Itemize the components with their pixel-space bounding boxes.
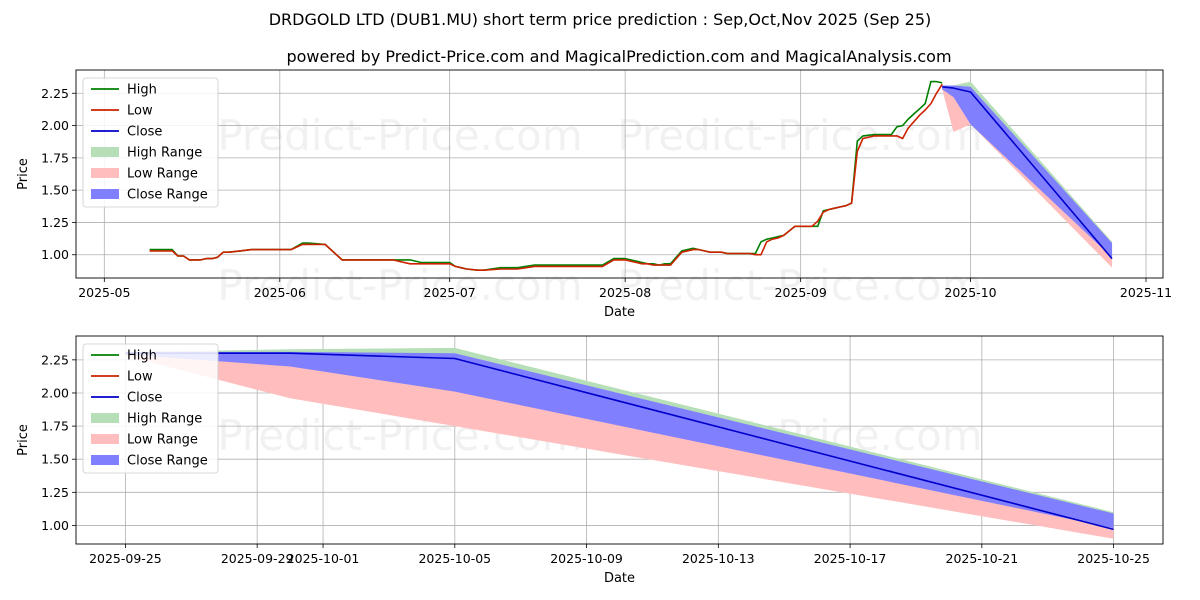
watermark-text: Predict-Price.com bbox=[617, 111, 982, 160]
x-tick-label: 2025-09-25 bbox=[89, 551, 162, 566]
plot-frame bbox=[75, 335, 1164, 545]
x-tick-label: 2025-09 bbox=[775, 285, 827, 300]
plot-frame bbox=[75, 69, 1164, 279]
x-tick-label: 2025-10-13 bbox=[682, 551, 755, 566]
legend-label: High bbox=[127, 349, 157, 364]
legend-label: High Range bbox=[127, 146, 202, 161]
close-series-line bbox=[942, 86, 1113, 260]
y-tick-label: 1.25 bbox=[41, 485, 69, 500]
x-tick-label: 2025-06 bbox=[254, 285, 306, 300]
legend-label: Close bbox=[127, 125, 162, 140]
x-tick-label: 2025-11 bbox=[1120, 285, 1172, 300]
legend-label: Close Range bbox=[127, 188, 208, 203]
y-tick-label: 2.00 bbox=[41, 118, 69, 133]
x-tick-label: 2025-05 bbox=[78, 285, 130, 300]
legend-label: High Range bbox=[127, 412, 202, 427]
legend-label: Low Range bbox=[127, 167, 198, 182]
legend-label: Close Range bbox=[127, 454, 208, 469]
legend-key-low-range bbox=[91, 434, 119, 444]
legend-label: Low bbox=[127, 104, 153, 119]
x-tick-label: 2025-10-01 bbox=[287, 551, 360, 566]
y-axis-label: Price bbox=[16, 158, 31, 190]
legend-label: Close bbox=[127, 391, 162, 406]
y-tick-label: 2.25 bbox=[41, 86, 69, 101]
top-chart-panel: Predict-Price.com Predict-Price.com Predic… bbox=[16, 69, 1172, 320]
low-series-line bbox=[149, 83, 943, 272]
x-tick-label: 2025-09-29 bbox=[221, 551, 294, 566]
x-tick-label: 2025-08 bbox=[599, 285, 651, 300]
legend: High Low Close High Range Low Range Close Ran… bbox=[82, 343, 219, 474]
y-tick-label: 2.00 bbox=[41, 385, 69, 400]
watermark-text: Predict-Price.com bbox=[617, 261, 982, 310]
x-tick-label: 2025-10-25 bbox=[1077, 551, 1150, 566]
y-tick-label: 2.25 bbox=[41, 352, 69, 367]
y-tick-label: 1.00 bbox=[41, 247, 69, 262]
y-tick-label: 1.50 bbox=[41, 452, 69, 467]
low-range-band bbox=[125, 353, 1114, 539]
y-axis-label: Price bbox=[16, 424, 31, 456]
chart-title: DRDGOLD LTD (DUB1.MU) short term price p… bbox=[269, 10, 932, 29]
x-tick-label: 2025-10-17 bbox=[814, 551, 887, 566]
bottom-chart-panel: Predict-Price.comPredict-Price.com2025-0… bbox=[16, 335, 1164, 586]
legend-label: Low Range bbox=[127, 433, 198, 448]
x-tick-label: 2025-10 bbox=[944, 285, 996, 300]
watermark-text: Predict-Price.com bbox=[217, 111, 582, 160]
legend-key-close-range bbox=[91, 189, 119, 199]
x-axis-label: Date bbox=[604, 571, 635, 586]
close-range-band bbox=[942, 85, 1113, 258]
y-tick-label: 1.75 bbox=[41, 419, 69, 434]
x-axis-label: Date bbox=[604, 305, 635, 320]
legend-key-high-range bbox=[91, 413, 119, 423]
legend-label: High bbox=[127, 83, 157, 98]
legend-key-close-range bbox=[91, 455, 119, 465]
y-tick-label: 1.50 bbox=[41, 183, 69, 198]
chart-subtitle: powered by Predict-Price.com and Magical… bbox=[286, 47, 951, 66]
x-tick-label: 2025-10-09 bbox=[550, 551, 623, 566]
x-tick-label: 2025-10-21 bbox=[946, 551, 1019, 566]
legend-label: Low bbox=[127, 370, 153, 385]
y-tick-label: 1.25 bbox=[41, 215, 69, 230]
x-tick-label: 2025-07 bbox=[424, 285, 476, 300]
legend-key-low-range bbox=[91, 168, 119, 178]
legend-key-high-range bbox=[91, 147, 119, 157]
legend: High Low Close High Range Low Range Close Ran… bbox=[82, 77, 219, 208]
y-tick-label: 1.75 bbox=[41, 150, 69, 165]
y-tick-label: 1.00 bbox=[41, 518, 69, 533]
x-tick-label: 2025-10-05 bbox=[418, 551, 491, 566]
